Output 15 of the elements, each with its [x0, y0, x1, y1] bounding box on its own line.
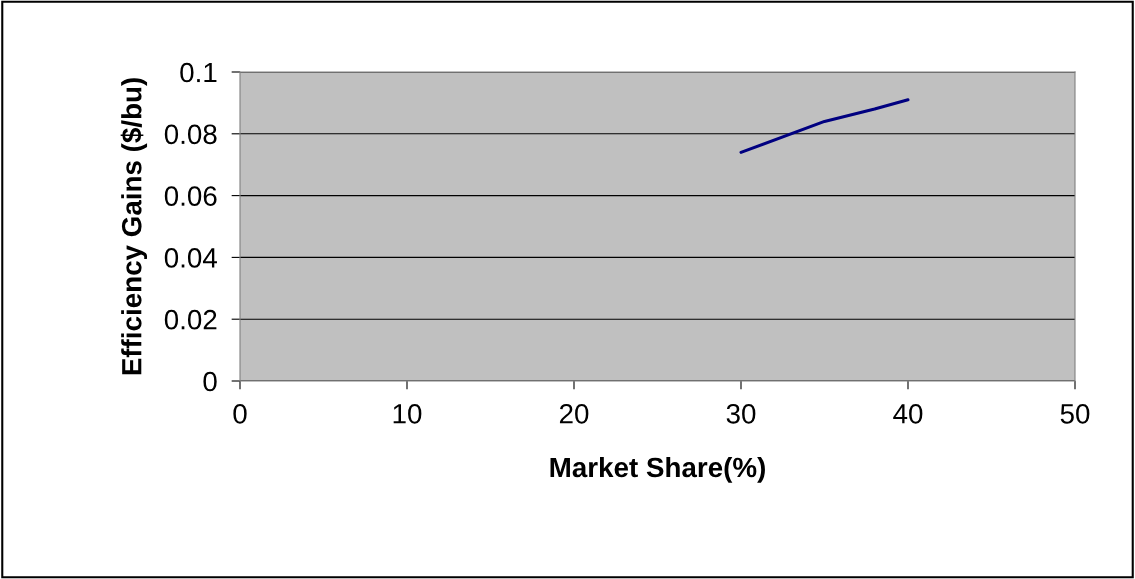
x-tick-label: 20: [559, 403, 589, 424]
x-tick-label: 10: [393, 403, 422, 424]
y-axis-title: Efficiency Gains ($/bu): [120, 78, 148, 375]
x-tick-label: 50: [1060, 403, 1090, 424]
x-axis-title: Market Share(%): [550, 456, 765, 483]
line-series: [739, 98, 910, 154]
y-tick-label: 0.02: [164, 309, 217, 330]
y-tick-label: 0: [203, 371, 217, 392]
x-tick-label: 40: [893, 403, 923, 424]
y-tick-label: 0.04: [164, 248, 217, 268]
x-tick-label: 30: [726, 403, 756, 424]
y-tick-label: 0.1: [180, 62, 217, 83]
y-tick-label: 0.06: [164, 186, 217, 206]
x-tick-label: 0: [233, 403, 247, 424]
y-tick-label: 0.08: [164, 124, 217, 145]
